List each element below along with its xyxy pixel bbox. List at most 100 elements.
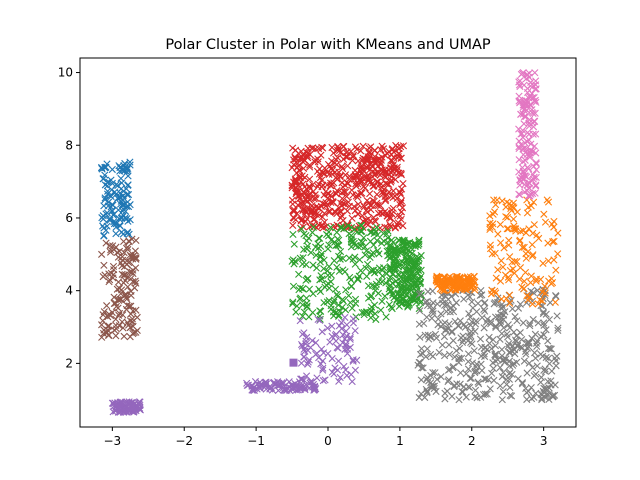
data-point	[510, 346, 518, 354]
data-point	[488, 250, 496, 258]
data-point	[378, 209, 386, 217]
data-point	[537, 350, 545, 358]
data-point	[490, 208, 499, 216]
data-point	[516, 300, 524, 308]
data-point	[364, 171, 372, 179]
data-point	[352, 192, 360, 200]
data-point	[481, 390, 490, 398]
data-point	[554, 250, 562, 258]
data-point	[124, 217, 132, 225]
data-point	[309, 215, 318, 224]
data-point	[500, 244, 508, 252]
data-point	[530, 142, 539, 150]
data-point	[532, 173, 540, 182]
data-point	[305, 191, 313, 199]
data-point	[106, 192, 114, 200]
data-point	[326, 182, 335, 190]
data-point	[446, 280, 454, 288]
data-point	[480, 324, 488, 332]
data-point	[297, 340, 306, 349]
data-point	[550, 237, 558, 245]
data-point	[309, 261, 317, 269]
data-point	[505, 236, 513, 244]
data-point	[301, 189, 309, 197]
data-point	[324, 267, 332, 275]
data-point	[382, 313, 390, 321]
data-point	[518, 130, 526, 138]
data-point	[336, 149, 345, 157]
data-point	[552, 362, 560, 370]
data-point	[333, 290, 341, 299]
data-point	[357, 267, 365, 275]
data-point	[380, 172, 389, 181]
data-point	[343, 349, 352, 358]
data-point	[338, 164, 347, 173]
data-point	[115, 403, 123, 411]
data-point	[466, 329, 474, 337]
data-point	[297, 359, 306, 367]
data-point	[347, 223, 356, 232]
data-point	[485, 333, 493, 341]
data-point	[115, 296, 123, 304]
data-point	[471, 368, 479, 377]
data-point	[289, 144, 297, 152]
data-point	[119, 187, 128, 195]
data-point	[532, 389, 540, 397]
data-point	[320, 209, 329, 217]
data-point	[368, 173, 376, 181]
data-point	[349, 357, 357, 365]
data-point	[119, 207, 127, 215]
data-point	[480, 305, 488, 314]
data-point	[112, 223, 120, 231]
data-point	[499, 368, 507, 376]
data-point	[114, 304, 122, 312]
data-point	[421, 298, 430, 306]
data-point	[276, 384, 285, 392]
data-point	[491, 342, 500, 350]
data-point	[367, 206, 375, 214]
data-point	[491, 313, 500, 321]
data-point	[528, 241, 536, 249]
data-point	[327, 223, 335, 231]
data-point	[299, 285, 307, 293]
annotations	[289, 358, 298, 367]
data-point	[243, 381, 251, 390]
data-point	[349, 151, 358, 159]
data-point	[531, 330, 539, 338]
data-point	[343, 192, 351, 201]
data-point	[299, 312, 307, 320]
data-point	[463, 274, 471, 282]
data-point	[351, 253, 359, 261]
data-point	[333, 263, 341, 271]
data-point	[358, 189, 366, 197]
data-point	[503, 198, 511, 206]
data-point	[480, 375, 489, 383]
data-point	[123, 168, 131, 176]
data-point	[494, 230, 502, 238]
data-point	[439, 299, 447, 307]
data-point	[524, 192, 532, 200]
data-point	[125, 230, 133, 238]
data-point	[519, 68, 527, 77]
data-point	[508, 305, 517, 313]
data-point	[377, 180, 385, 188]
data-point	[518, 171, 526, 180]
data-point	[129, 253, 137, 261]
data-point	[389, 167, 397, 176]
cluster-5	[414, 285, 562, 404]
data-point	[372, 280, 381, 288]
data-point	[331, 208, 339, 216]
data-point	[308, 337, 316, 345]
data-point	[534, 319, 542, 327]
data-point	[399, 180, 407, 188]
data-point	[99, 317, 107, 325]
data-point	[531, 69, 539, 77]
data-point	[100, 231, 108, 240]
data-point	[331, 285, 340, 293]
data-point	[451, 353, 459, 361]
data-point	[476, 335, 485, 343]
data-point	[319, 366, 327, 374]
data-point	[341, 313, 349, 322]
data-point	[303, 333, 311, 341]
x-axis: −3 −2 −1 0 1 2 3	[103, 427, 547, 448]
